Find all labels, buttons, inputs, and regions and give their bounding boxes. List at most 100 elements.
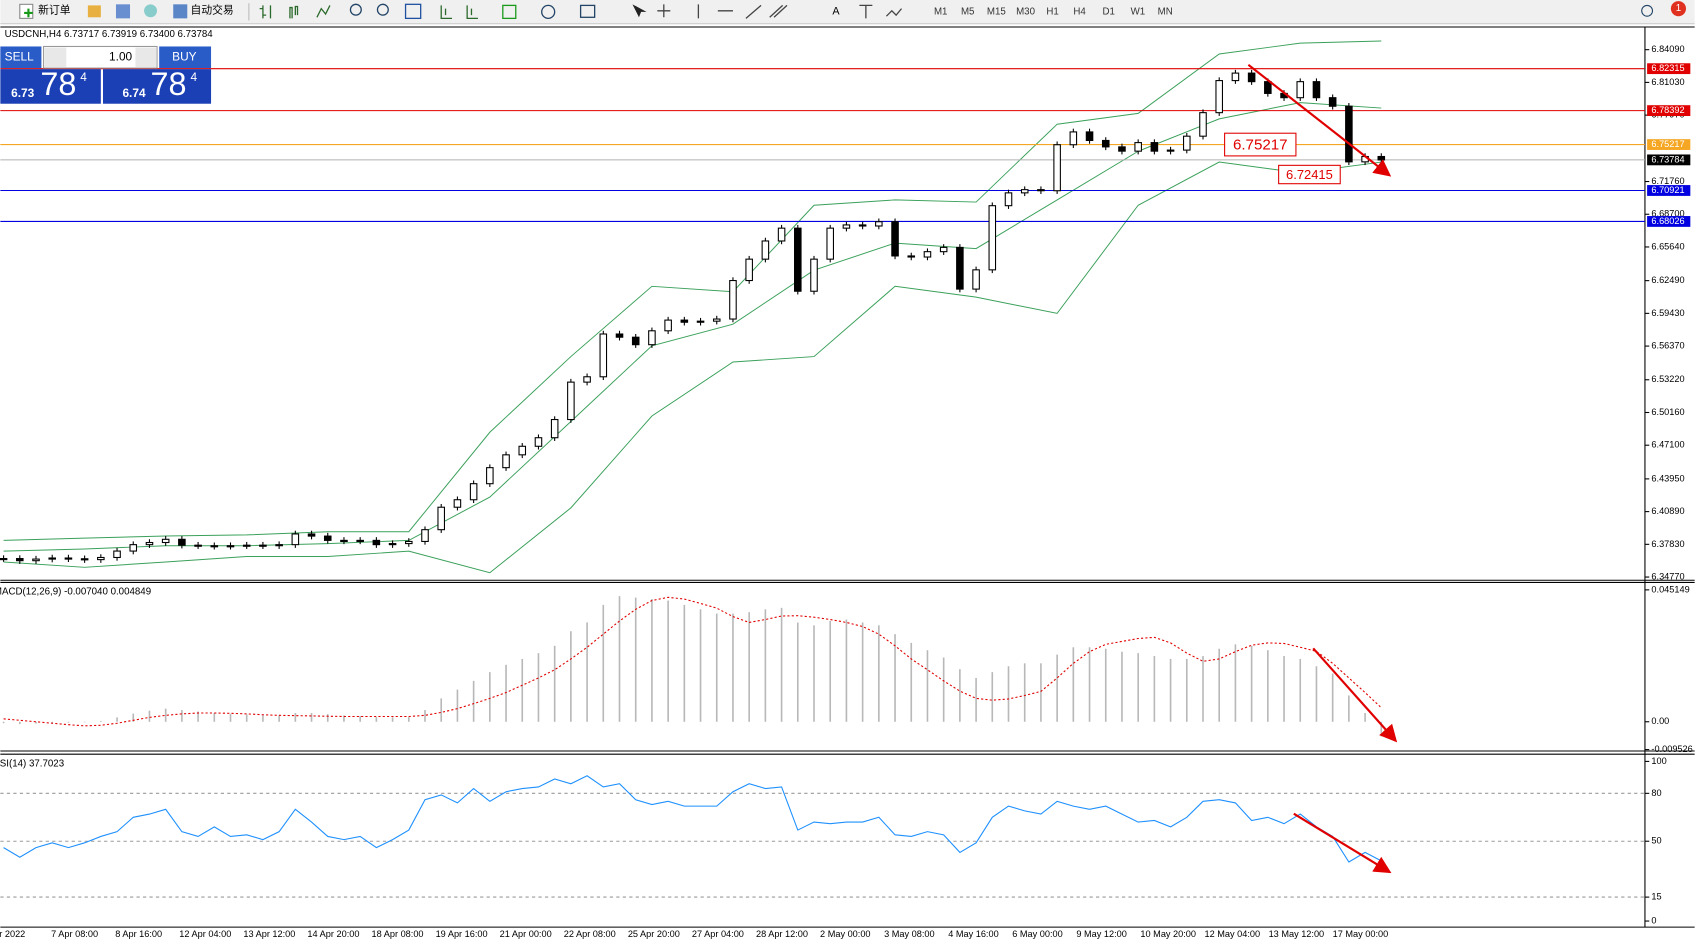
timeframe-button[interactable]: D1 [1103, 6, 1115, 17]
plot: 6.840906.810306.779706.717606.687006.656… [0, 40, 1693, 939]
candle [405, 540, 413, 545]
toolbar-icons[interactable] [259, 3, 903, 20]
x-tick-label: 9 May 12:00 [1076, 929, 1126, 939]
trend-arrow [1293, 812, 1392, 874]
timeframe-button[interactable]: M15 [987, 6, 1006, 17]
candle [583, 376, 591, 383]
candle [80, 558, 89, 561]
candle [550, 419, 559, 439]
ask-box[interactable] [102, 69, 212, 104]
timeframe-button[interactable]: H1 [1046, 6, 1058, 17]
text-tool[interactable]: A [832, 6, 840, 18]
price-tag-label: 6.73784 [1651, 154, 1684, 164]
candle [1134, 142, 1142, 152]
candle [696, 320, 705, 323]
timeframe-button[interactable]: W1 [1131, 6, 1146, 17]
price-tag [1647, 216, 1691, 227]
candle [631, 336, 640, 346]
x-tick-label: 4 May 16:00 [948, 929, 998, 939]
bid-box[interactable] [0, 69, 101, 104]
search-icon[interactable] [1641, 4, 1654, 17]
lot-value[interactable]: 1.00 [109, 49, 133, 63]
lot-down[interactable] [44, 47, 67, 67]
candle [1199, 112, 1207, 137]
candle [1345, 105, 1353, 163]
timeframe-button[interactable]: MN [1158, 6, 1173, 17]
candle [1085, 131, 1094, 142]
trend-arrows [1247, 63, 1398, 874]
candle [210, 545, 219, 548]
macd-header: MACD(12,26,9) -0.007040 0.004849 [0, 587, 151, 598]
candle [388, 543, 397, 546]
chart-header: USDCNH,H4 6.73717 6.73919 6.73400 6.7378… [5, 29, 214, 40]
bid-frac[interactable]: 4 [80, 70, 87, 84]
candle [1004, 192, 1013, 207]
x-tick-label: 3 May 08:00 [884, 929, 934, 939]
candle [826, 227, 834, 260]
candle [1101, 139, 1110, 148]
toolbar-auto-trading[interactable]: 自动交易 [173, 3, 234, 19]
macd-signal [3, 596, 1382, 727]
candle [1020, 189, 1029, 194]
toolbar-new-order[interactable]: 新订单 [19, 3, 71, 19]
candle [437, 506, 445, 531]
candle [712, 318, 721, 322]
candle [972, 269, 980, 290]
ask-frac[interactable]: 4 [191, 70, 198, 84]
bid-big[interactable]: 6.73 [11, 86, 35, 100]
candle [421, 529, 429, 542]
price-tag-label: 6.70921 [1651, 185, 1684, 195]
candle [891, 221, 899, 257]
candle [923, 251, 932, 258]
candle [97, 556, 105, 561]
price-tag [1647, 63, 1691, 75]
lot-input[interactable] [43, 45, 158, 69]
candle [161, 538, 170, 544]
ask-big[interactable]: 6.74 [122, 86, 146, 100]
candle [939, 246, 948, 253]
candle [145, 541, 154, 546]
price-tag-label: 6.82315 [1651, 63, 1684, 73]
timeframe-button[interactable]: M1 [934, 6, 948, 17]
bid-pips[interactable]: 78 [40, 66, 76, 102]
y-tick-label: 6.53220 [1651, 374, 1684, 384]
candle [567, 381, 575, 421]
x-tick-label: 12 May 04:00 [1205, 929, 1261, 939]
candle [372, 539, 381, 546]
price-tag [1647, 105, 1691, 117]
buy-button[interactable] [159, 46, 212, 69]
price-annotation: 6.75217 [1233, 137, 1288, 154]
timeframe-button[interactable]: M30 [1016, 6, 1036, 17]
candle [16, 558, 24, 562]
price-tag-label: 6.68026 [1651, 216, 1684, 226]
trend-arrow [1312, 647, 1398, 743]
candle [0, 558, 8, 561]
y-tick-label: -0.009526 [1651, 744, 1692, 754]
candle [534, 437, 543, 447]
candle [518, 445, 527, 456]
ask-pips[interactable]: 78 [151, 66, 187, 102]
icon[interactable] [144, 4, 158, 18]
candle [486, 467, 494, 485]
candle [307, 533, 316, 537]
price-tag-label: 6.75217 [1651, 139, 1684, 149]
y-tick-label: 6.59430 [1651, 308, 1684, 318]
icon[interactable] [87, 5, 101, 18]
alert-badge[interactable] [1670, 1, 1687, 17]
y-tick-label: 0.045149 [1651, 584, 1689, 594]
buy-label[interactable]: BUY [172, 49, 196, 63]
alert-count[interactable]: 1 [1676, 3, 1681, 14]
lot-up[interactable] [135, 47, 156, 67]
candle [1231, 72, 1240, 82]
timeframe-button[interactable]: M5 [961, 6, 975, 17]
candle [680, 319, 689, 323]
icon[interactable] [115, 4, 131, 19]
sell-label[interactable]: SELL [5, 49, 34, 63]
auto-trading-label[interactable]: 自动交易 [191, 3, 234, 17]
new-order-label[interactable]: 新订单 [38, 3, 71, 17]
candle [1053, 144, 1061, 192]
sell-button[interactable] [0, 46, 42, 69]
candle [1183, 135, 1191, 151]
y-tick-label: 6.68700 [1651, 209, 1684, 219]
timeframe-button[interactable]: H4 [1073, 6, 1086, 17]
